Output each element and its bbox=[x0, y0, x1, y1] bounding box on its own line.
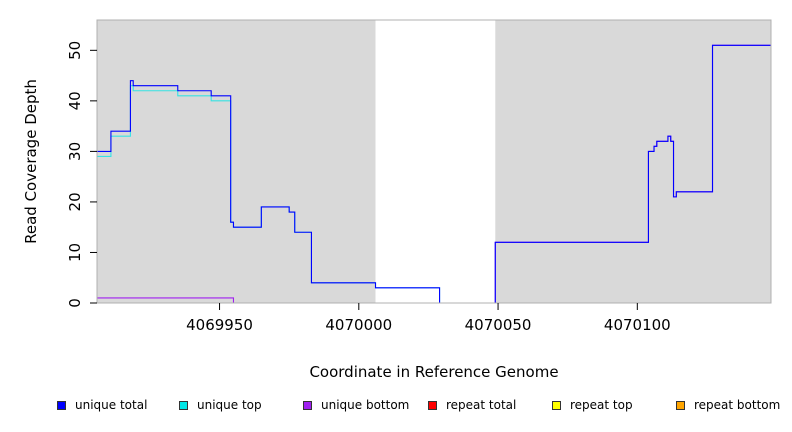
legend-item: unique total bbox=[57, 398, 147, 412]
y-tick-label: 50 bbox=[66, 41, 84, 60]
y-tick-label: 20 bbox=[66, 192, 84, 211]
legend-label: repeat total bbox=[446, 398, 517, 412]
x-tick-label: 4069950 bbox=[186, 316, 253, 334]
legend-swatch bbox=[303, 400, 312, 410]
legend-swatch bbox=[179, 400, 188, 410]
axes: 0 10 20 30 40 50 4069950 4070000 4070050 4070100 bbox=[66, 41, 671, 334]
legend-item: repeat top bbox=[552, 398, 633, 412]
legend-item: unique bottom bbox=[303, 398, 409, 412]
legend-label: unique top bbox=[197, 398, 262, 412]
y-tick-label: 10 bbox=[66, 243, 84, 262]
shaded-region-1 bbox=[97, 20, 376, 303]
legend-swatch bbox=[428, 400, 437, 410]
legend-swatch bbox=[676, 400, 685, 410]
legend-item: repeat bottom bbox=[676, 398, 780, 412]
y-axis-title: Read Coverage Depth bbox=[22, 79, 40, 244]
plot-frame bbox=[96, 19, 772, 304]
legend: unique total unique top unique bottom repea… bbox=[0, 398, 792, 420]
plot-background bbox=[97, 20, 771, 303]
x-tick-label: 4070000 bbox=[325, 316, 392, 334]
shaded-region-2 bbox=[495, 20, 771, 303]
legend-label: repeat bottom bbox=[694, 398, 781, 412]
legend-swatch bbox=[57, 400, 66, 410]
x-tick-label: 4070050 bbox=[465, 316, 532, 334]
legend-label: unique bottom bbox=[321, 398, 410, 412]
legend-swatch bbox=[552, 400, 561, 410]
legend-item: unique top bbox=[179, 398, 262, 412]
x-axis-title: Coordinate in Reference Genome bbox=[309, 363, 558, 381]
y-tick-label: 0 bbox=[66, 298, 84, 308]
x-tick-label: 4070100 bbox=[604, 316, 671, 334]
y-tick-label: 30 bbox=[66, 142, 84, 161]
y-tick-label: 40 bbox=[66, 91, 84, 110]
legend-item: repeat total bbox=[428, 398, 516, 412]
legend-label: repeat top bbox=[570, 398, 633, 412]
series-line-unique-total bbox=[97, 44, 771, 304]
legend-label: unique total bbox=[75, 398, 148, 412]
